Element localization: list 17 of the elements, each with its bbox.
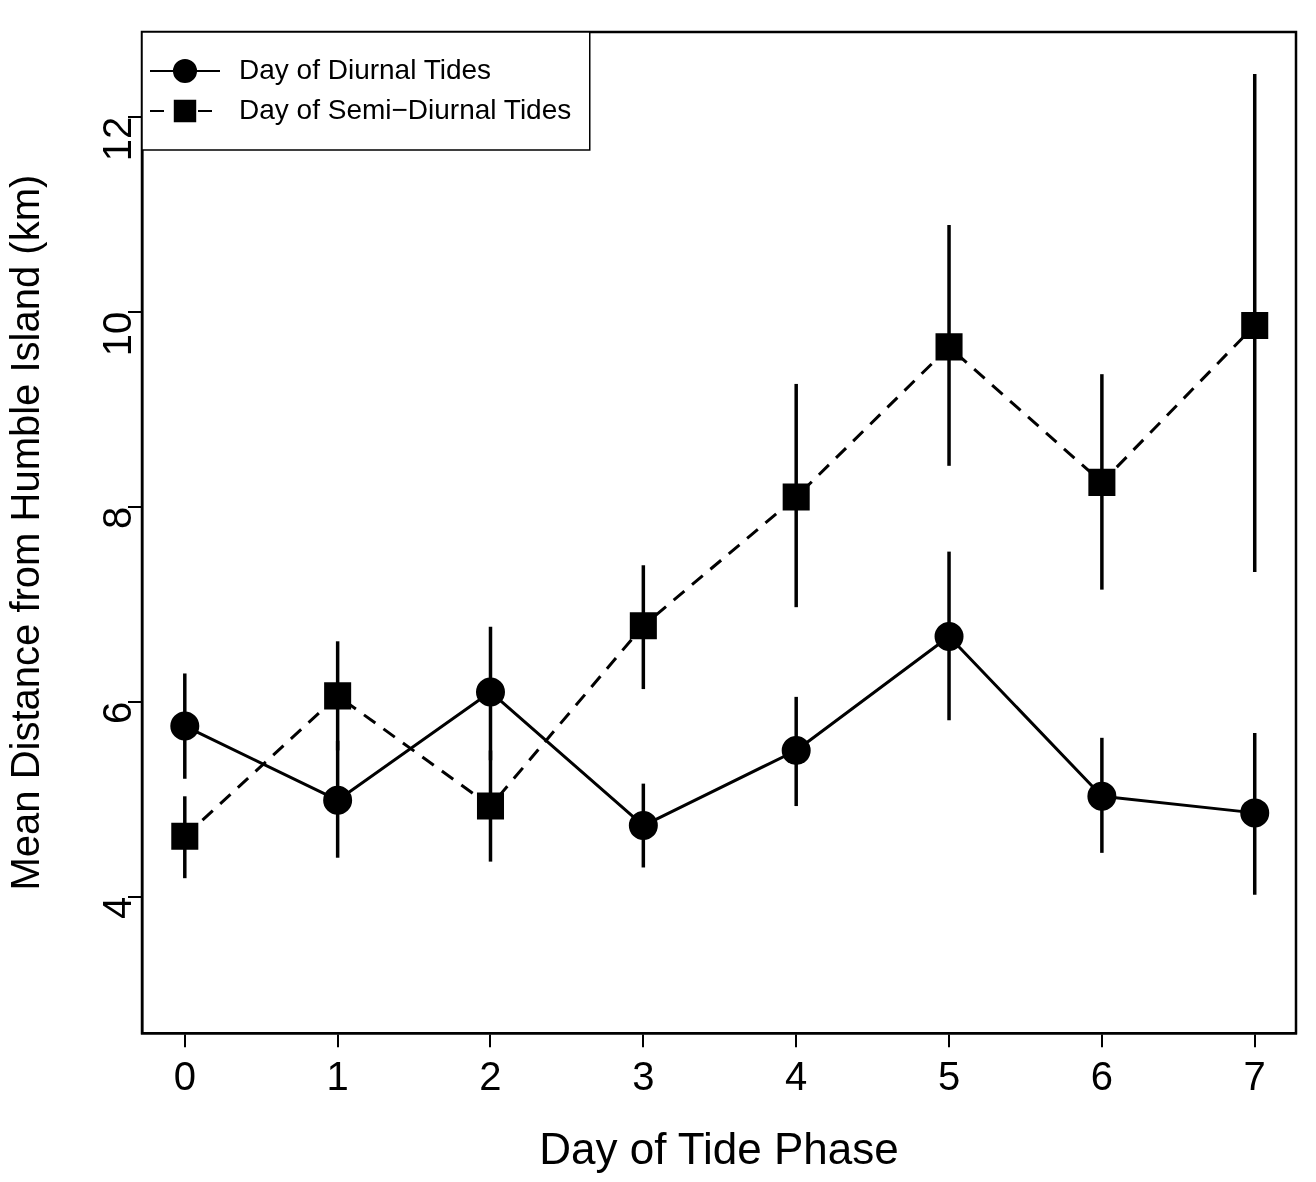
x-tick-label: 0 <box>173 1054 196 1099</box>
x-tick-label: 3 <box>632 1054 655 1099</box>
y-tick-label: 10 <box>95 311 140 357</box>
x-axis-title: Day of Tide Phase <box>539 1123 899 1173</box>
legend-label: Day of Diurnal Tides <box>239 53 492 85</box>
x-tick-label: 7 <box>1243 1054 1266 1099</box>
x-tick-label: 4 <box>785 1054 808 1099</box>
y-tick-label: 12 <box>95 116 140 162</box>
x-tick-label: 2 <box>479 1054 502 1099</box>
x-tick-label: 1 <box>326 1054 349 1099</box>
y-tick-label: 8 <box>95 506 140 530</box>
y-tick-label: 4 <box>95 896 140 919</box>
x-tick-label: 6 <box>1090 1054 1114 1099</box>
y-axis-title: Mean Distance from Humble Island (km) <box>3 174 48 891</box>
y-tick-label: 6 <box>95 701 140 724</box>
x-tick-label: 5 <box>937 1054 961 1099</box>
legend-label: Day of Semi−Diurnal Tides <box>239 93 572 125</box>
